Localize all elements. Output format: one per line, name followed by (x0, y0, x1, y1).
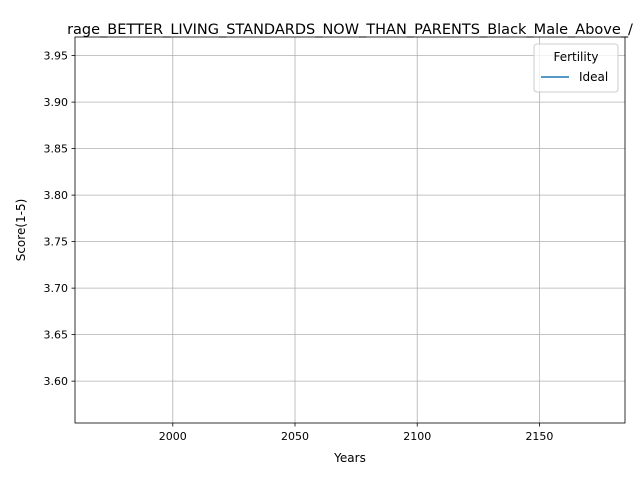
x-tick-label: 2050 (281, 430, 309, 443)
x-axis-label: Years (333, 451, 366, 465)
y-tick-label: 3.90 (44, 96, 69, 109)
x-tick-label: 2000 (159, 430, 187, 443)
legend-box (533, 43, 619, 93)
grid-lines (75, 37, 625, 423)
plot-area-frame (74, 36, 626, 424)
y-tick-label: 3.85 (44, 143, 69, 156)
x-tick-label: 2150 (525, 430, 553, 443)
y-tick-label: 3.60 (44, 375, 69, 388)
x-axis: 2000 2050 2100 2150 (159, 423, 553, 443)
y-tick-label: 3.75 (44, 236, 69, 249)
legend: Fertility Ideal (533, 43, 619, 93)
chart-title: rage_BETTER_LIVING_STANDARDS_NOW_THAN_PA… (67, 22, 633, 38)
legend-series-label-ideal: Ideal (579, 70, 608, 84)
y-axis-label: Score(1-5) (14, 199, 28, 262)
y-tick-label: 3.95 (44, 50, 69, 63)
legend-title: Fertility (553, 50, 598, 64)
x-tick-label: 2100 (403, 430, 431, 443)
y-tick-label: 3.70 (44, 282, 69, 295)
y-tick-label: 3.80 (44, 189, 69, 202)
y-axis: 3.60 3.65 3.70 3.75 3.80 3.85 3.90 3.95 (44, 50, 75, 388)
y-tick-label: 3.65 (44, 329, 69, 342)
